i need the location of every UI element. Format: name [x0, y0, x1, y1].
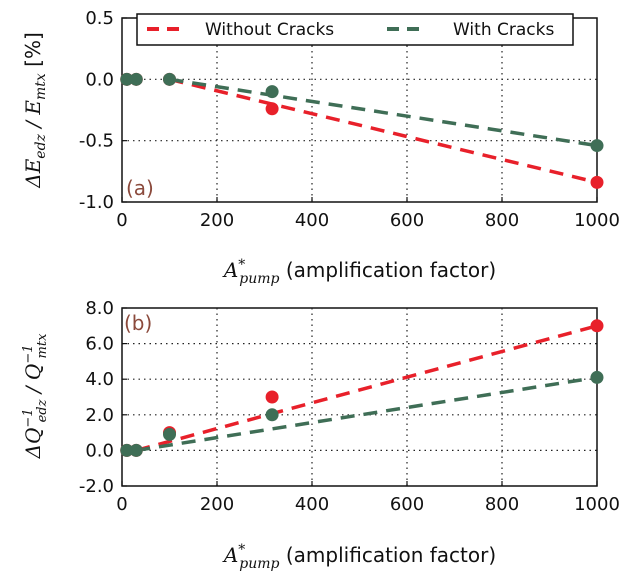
panel-b-xtick-label: 0	[116, 494, 127, 515]
panel-b-ytick-label: 8.0	[85, 298, 114, 319]
panel-b-xtick-label: 400	[295, 494, 329, 515]
panel-b-ylabel: ΔQ−1edz / Q−1mtx	[21, 333, 50, 459]
panel-b-xlabel: A* pump (amplification factor)	[222, 542, 496, 572]
panel-b-fit-line-with-cracks	[135, 375, 598, 453]
panel-a-xtick-label: 400	[295, 210, 329, 231]
panel-a-fit-line-without-cracks	[169, 77, 598, 185]
panel-a-point-with-cracks	[265, 85, 279, 99]
panel-a-xtick-label: 800	[485, 210, 519, 231]
panel-a-point-with-cracks	[120, 72, 134, 86]
panel-a-ytick-label: -1.0	[79, 192, 114, 213]
panel-b-point-without-cracks	[590, 319, 604, 333]
panel-b-ytick-label: 2.0	[85, 405, 114, 426]
panel-b-fit-line-without-cracks	[135, 324, 598, 453]
panel-a-xtick-label: 600	[390, 210, 424, 231]
panel-a-label: (a)	[126, 176, 154, 200]
panel-b-ytick-label: 6.0	[85, 334, 114, 355]
panel-b-point-with-cracks	[163, 427, 176, 441]
panel-b-ytick-label: 4.0	[85, 369, 114, 390]
panel-b-frame	[121, 307, 598, 487]
panel-a-fit-line-with-cracks	[169, 77, 598, 148]
panel-a: 0 200 400 600 800 1000 0.5 0.0 -0.5 -1.0 (a) With…	[21, 8, 620, 287]
panel-b-point-with-cracks	[265, 408, 279, 422]
panel-b-point-without-cracks	[265, 390, 279, 404]
panel-b-point-with-cracks	[120, 443, 134, 457]
panel-b-xtick-label: 800	[485, 494, 519, 515]
panel-a-xtick-label: 0	[116, 210, 127, 231]
panel-b-ytick-label: -2.0	[79, 476, 114, 497]
panel-a-point-with-cracks	[590, 139, 604, 153]
panel-b-xtick-label: 1000	[574, 494, 620, 515]
panel-b: 0 200 400 600 800 1000 8.0 6.0 4.0 2.0 0.0 -2.0 (b)…	[21, 298, 620, 572]
panel-b-point-with-cracks	[590, 370, 604, 384]
panel-b-point-with-cracks	[129, 443, 143, 457]
panel-b-label: (b)	[124, 311, 152, 335]
panel-a-ylabel: ΔEedz / Emtx [%]	[21, 32, 49, 189]
panel-a-point-without-cracks	[590, 175, 604, 189]
panel-a-ytick-label: 0.5	[85, 8, 114, 29]
legend: Without Cracks With Cracks	[136, 13, 574, 46]
panel-b-xtick-label: 200	[200, 494, 234, 515]
panel-b-ytick-label: 0.0	[85, 440, 114, 461]
legend-label-without-cracks: Without Cracks	[205, 20, 334, 40]
panel-a-ytick-label: -0.5	[79, 131, 114, 152]
panel-a-point-with-cracks	[163, 72, 176, 86]
panel-a-xtick-label: 1000	[574, 210, 620, 231]
panel-a-point-with-cracks	[129, 72, 143, 86]
panel-a-point-without-cracks	[265, 102, 279, 116]
legend-label-with-cracks: With Cracks	[453, 20, 554, 40]
panel-a-xlabel: A* pump (amplification factor)	[222, 257, 496, 287]
panel-a-xtick-label: 200	[200, 210, 234, 231]
legend-box	[136, 13, 574, 46]
panel-a-ytick-label: 0.0	[85, 69, 114, 90]
panel-b-xtick-label: 600	[390, 494, 424, 515]
